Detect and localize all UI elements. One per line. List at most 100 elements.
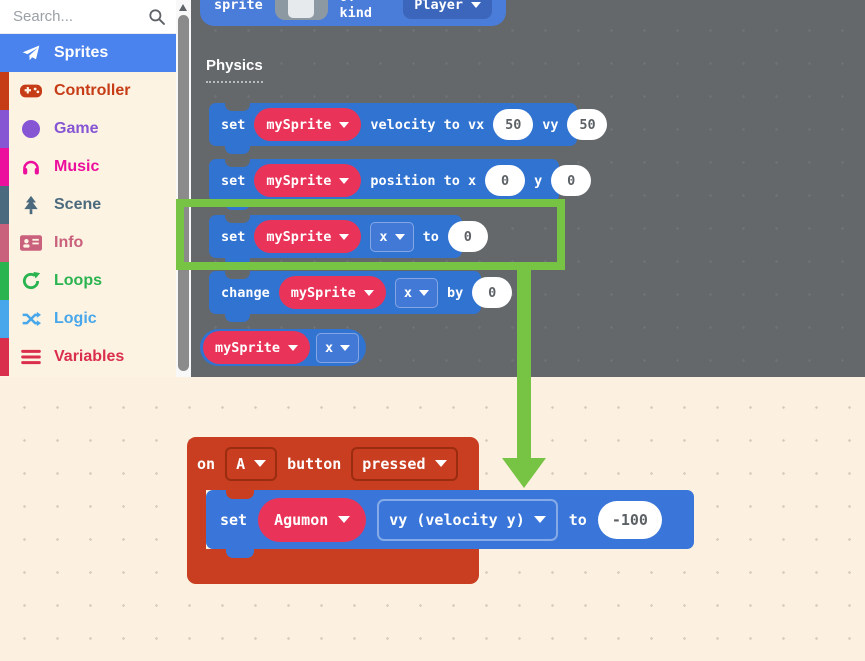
- vy-value-input[interactable]: 50: [567, 109, 608, 140]
- property-dropdown[interactable]: vy (velocity y): [377, 498, 558, 541]
- block-text: change: [221, 284, 270, 301]
- property-name: x: [379, 228, 388, 245]
- chevron-down-icon: [434, 460, 447, 467]
- sidebar-item-label: Scene: [54, 196, 102, 213]
- annotation-arrow-head-icon: [502, 458, 546, 488]
- scroll-up-arrow-icon[interactable]: [179, 4, 187, 11]
- category-color-strip: [0, 338, 9, 376]
- change-x-block[interactable]: change mySprite x by 0: [209, 271, 513, 322]
- id-card-icon: [19, 235, 43, 251]
- block-notch: [225, 271, 250, 279]
- sprite-image-preview: [288, 0, 315, 18]
- property-dropdown[interactable]: x: [394, 277, 438, 308]
- search-input[interactable]: [13, 8, 148, 25]
- vx-value-input[interactable]: 50: [493, 109, 534, 140]
- category-color-strip: [0, 148, 9, 186]
- block-text: sprite: [214, 0, 263, 13]
- chevron-down-icon: [533, 516, 546, 523]
- value-input[interactable]: -100: [597, 500, 662, 539]
- flyout-scrollbar: [176, 0, 191, 377]
- button-value: A: [236, 454, 246, 473]
- toolbox-sidebar: Sprites Controller Game Music: [0, 0, 176, 377]
- sidebar-item-info[interactable]: Info: [0, 224, 176, 262]
- kind-dropdown[interactable]: Player: [403, 0, 492, 19]
- variable-dropdown[interactable]: mySprite: [254, 220, 362, 253]
- y-value-input[interactable]: 0: [551, 165, 592, 196]
- sidebar-item-game[interactable]: Game: [0, 110, 176, 148]
- variable-dropdown[interactable]: mySprite: [278, 276, 386, 309]
- sidebar-item-variables[interactable]: Variables: [0, 338, 176, 376]
- circle-icon: [19, 119, 43, 139]
- scrollbar-thumb[interactable]: [178, 15, 189, 371]
- sidebar-item-label: Variables: [54, 348, 125, 365]
- sidebar-item-label: Loops: [54, 272, 102, 289]
- sidebar-item-label: Music: [54, 158, 100, 175]
- chevron-down-icon: [340, 344, 351, 351]
- sidebar-item-logic[interactable]: Logic: [0, 300, 176, 338]
- bars-icon: [19, 349, 43, 365]
- chevron-down-icon: [363, 289, 374, 296]
- event-block-header: on A button pressed: [187, 437, 479, 490]
- block-text: button: [287, 454, 342, 473]
- set-velocity-block[interactable]: set mySprite velocity to vx 50 vy 50: [209, 103, 608, 154]
- property-name: x: [403, 284, 412, 301]
- sidebar-item-music[interactable]: Music: [0, 148, 176, 186]
- sidebar-item-label: Sprites: [54, 44, 109, 61]
- kind-value: Player: [414, 0, 463, 13]
- chevron-down-icon: [394, 233, 405, 240]
- block-text: position to x: [370, 172, 477, 189]
- block-notch: [225, 215, 250, 223]
- on-button-pressed-block[interactable]: on A button pressed: [187, 437, 479, 584]
- sprite-image-picker[interactable]: [274, 0, 328, 20]
- block-text: vy: [542, 116, 559, 133]
- sprite-x-reporter-block[interactable]: mySprite x: [200, 329, 366, 366]
- block-text: on: [197, 454, 216, 473]
- block-text: velocity to vx: [370, 116, 485, 133]
- chevron-down-icon: [339, 233, 350, 240]
- paper-plane-icon: [19, 43, 43, 63]
- sprite-of-kind-block[interactable]: sprite of kind Player: [200, 0, 506, 26]
- chevron-down-icon: [338, 516, 351, 523]
- sidebar-item-sprites[interactable]: Sprites: [0, 34, 176, 72]
- property-dropdown[interactable]: x: [316, 332, 360, 363]
- value-input[interactable]: 0: [472, 277, 513, 308]
- block-notch: [225, 159, 250, 167]
- variable-dropdown[interactable]: Agumon: [258, 497, 367, 542]
- block-text: set: [220, 510, 248, 529]
- property-dropdown[interactable]: x: [370, 221, 414, 252]
- block-text: set: [221, 228, 246, 245]
- value-input[interactable]: 0: [447, 221, 488, 252]
- variable-name: mySprite: [266, 172, 332, 189]
- gamepad-icon: [19, 83, 43, 99]
- block-text: set: [221, 116, 246, 133]
- sidebar-item-label: Game: [54, 120, 99, 137]
- toolbox-search: [0, 0, 176, 34]
- set-agumon-vy-block[interactable]: set Agumon vy (velocity y) to -100: [206, 490, 694, 558]
- chevron-down-icon: [471, 2, 481, 8]
- block-notch: [225, 103, 250, 111]
- sidebar-item-loops[interactable]: Loops: [0, 262, 176, 300]
- category-color-strip: [0, 72, 9, 110]
- variable-name: mySprite: [266, 116, 332, 133]
- event-block-left-wall: [187, 490, 206, 549]
- sidebar-item-scene[interactable]: Scene: [0, 186, 176, 224]
- button-dropdown[interactable]: A: [225, 446, 278, 481]
- sidebar-item-label: Controller: [54, 82, 131, 99]
- variable-dropdown[interactable]: mySprite: [203, 331, 311, 364]
- sidebar-item-controller[interactable]: Controller: [0, 72, 176, 110]
- sidebar-item-label: Logic: [54, 310, 97, 327]
- x-value-input[interactable]: 0: [485, 165, 526, 196]
- search-icon[interactable]: [148, 8, 166, 26]
- event-dropdown[interactable]: pressed: [351, 446, 458, 481]
- block-text: by: [446, 284, 464, 301]
- property-name: vy (velocity y): [389, 510, 525, 529]
- chevron-down-icon: [339, 121, 350, 128]
- variable-dropdown[interactable]: mySprite: [254, 108, 362, 141]
- variable-dropdown[interactable]: mySprite: [254, 164, 362, 197]
- category-color-strip: [0, 262, 9, 300]
- block-text: to: [568, 510, 587, 529]
- set-position-block[interactable]: set mySprite position to x 0 y 0: [209, 159, 592, 210]
- set-x-block[interactable]: set mySprite x to 0: [209, 215, 488, 266]
- property-name: x: [325, 339, 334, 356]
- physics-section-label: Physics: [206, 57, 263, 83]
